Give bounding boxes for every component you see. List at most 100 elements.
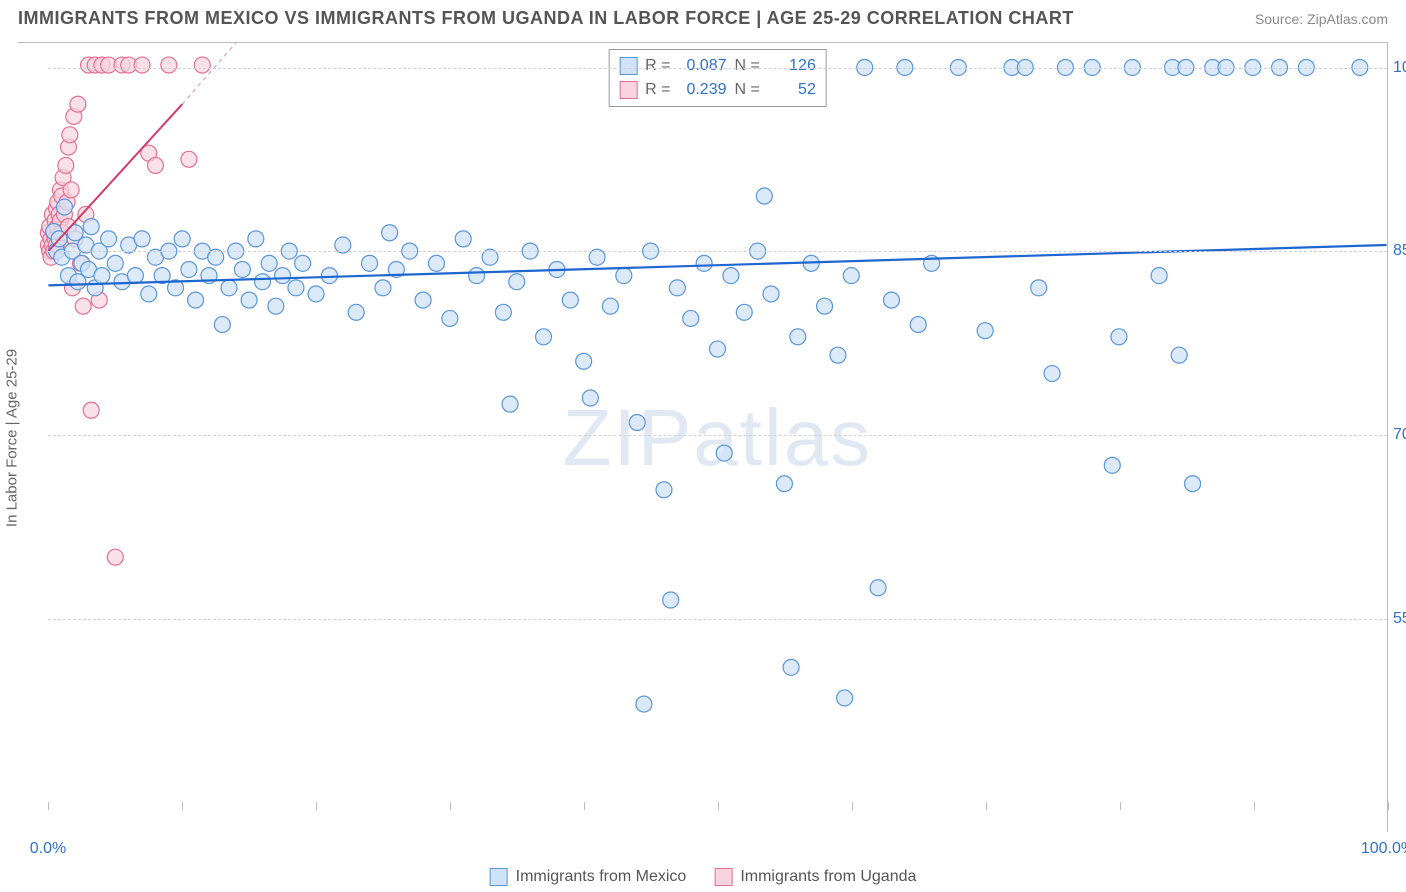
data-point xyxy=(268,298,284,314)
legend-swatch xyxy=(619,57,637,75)
data-point xyxy=(248,231,264,247)
data-point xyxy=(616,268,632,284)
data-point xyxy=(1185,476,1201,492)
xtick xyxy=(986,802,987,810)
scatter-svg xyxy=(48,43,1387,802)
data-point xyxy=(107,255,123,271)
data-point xyxy=(790,329,806,345)
data-point xyxy=(910,317,926,333)
stat-val-r: 0.239 xyxy=(679,78,727,102)
data-point xyxy=(977,323,993,339)
data-point xyxy=(1031,280,1047,296)
stat-val-n: 126 xyxy=(768,54,816,78)
data-point xyxy=(736,304,752,320)
data-point xyxy=(442,310,458,326)
legend-stats-row: R =0.087N =126 xyxy=(619,54,816,78)
stat-label-n: N = xyxy=(735,54,760,78)
xtick xyxy=(450,802,451,810)
data-point xyxy=(194,57,210,73)
data-point xyxy=(716,445,732,461)
data-point xyxy=(56,199,72,215)
gridline-h xyxy=(48,251,1387,252)
bottom-legend-item: Immigrants from Uganda xyxy=(714,868,916,886)
data-point xyxy=(288,280,304,296)
data-point xyxy=(161,57,177,73)
chart-area: ZIPatlas R =0.087N =126R =0.239N =52 55.… xyxy=(18,42,1388,832)
data-point xyxy=(576,353,592,369)
data-point xyxy=(83,402,99,418)
legend-swatch xyxy=(714,868,732,886)
gridline-h xyxy=(48,619,1387,620)
data-point xyxy=(883,292,899,308)
data-point xyxy=(308,286,324,302)
data-point xyxy=(663,592,679,608)
ytick-label: 70.0% xyxy=(1393,426,1406,444)
xtick-label: 0.0% xyxy=(30,840,66,858)
data-point xyxy=(1111,329,1127,345)
data-point xyxy=(62,127,78,143)
data-point xyxy=(261,255,277,271)
xtick xyxy=(1388,802,1389,810)
data-point xyxy=(348,304,364,320)
data-point xyxy=(763,286,779,302)
data-point xyxy=(509,274,525,290)
data-point xyxy=(776,476,792,492)
data-point xyxy=(415,292,431,308)
source-attribution: Source: ZipAtlas.com xyxy=(1255,11,1388,27)
xtick-label: 100.0% xyxy=(1361,840,1406,858)
data-point xyxy=(629,415,645,431)
data-point xyxy=(83,219,99,235)
data-point xyxy=(582,390,598,406)
data-point xyxy=(147,157,163,173)
data-point xyxy=(756,188,772,204)
data-point xyxy=(837,690,853,706)
legend-label: Immigrants from Mexico xyxy=(516,868,687,886)
data-point xyxy=(870,580,886,596)
xtick xyxy=(1120,802,1121,810)
data-point xyxy=(683,310,699,326)
data-point xyxy=(295,255,311,271)
gridline-h xyxy=(48,435,1387,436)
data-point xyxy=(469,268,485,284)
legend-swatch xyxy=(619,81,637,99)
data-point xyxy=(234,261,250,277)
data-point xyxy=(181,151,197,167)
gridline-h xyxy=(48,68,1387,69)
data-point xyxy=(241,292,257,308)
data-point xyxy=(382,225,398,241)
data-point xyxy=(428,255,444,271)
xtick xyxy=(48,802,49,810)
legend-label: Immigrants from Uganda xyxy=(740,868,916,886)
bottom-legend: Immigrants from Mexico Immigrants from Ug… xyxy=(490,868,917,886)
data-point xyxy=(275,268,291,284)
xtick xyxy=(1254,802,1255,810)
chart-title: IMMIGRANTS FROM MEXICO VS IMMIGRANTS FRO… xyxy=(18,8,1074,29)
ytick-label: 55.0% xyxy=(1393,610,1406,628)
data-point xyxy=(101,231,117,247)
data-point xyxy=(1104,457,1120,473)
bottom-legend-item: Immigrants from Mexico xyxy=(490,868,687,886)
stat-label-r: R = xyxy=(645,54,670,78)
stat-label-r: R = xyxy=(645,78,670,102)
data-point xyxy=(94,268,110,284)
data-point xyxy=(255,274,271,290)
stat-val-n: 52 xyxy=(768,78,816,102)
data-point xyxy=(75,298,91,314)
trend-line xyxy=(182,43,236,104)
data-point xyxy=(636,696,652,712)
data-point xyxy=(656,482,672,498)
stat-label-n: N = xyxy=(735,78,760,102)
data-point xyxy=(321,268,337,284)
data-point xyxy=(562,292,578,308)
xtick xyxy=(316,802,317,810)
data-point xyxy=(134,231,150,247)
data-point xyxy=(502,396,518,412)
data-point xyxy=(141,286,157,302)
data-point xyxy=(375,280,391,296)
data-point xyxy=(817,298,833,314)
data-point xyxy=(188,292,204,308)
data-point xyxy=(174,231,190,247)
data-point xyxy=(1151,268,1167,284)
plot-region: ZIPatlas R =0.087N =126R =0.239N =52 55.… xyxy=(48,43,1387,802)
ytick-label: 85.0% xyxy=(1393,242,1406,260)
